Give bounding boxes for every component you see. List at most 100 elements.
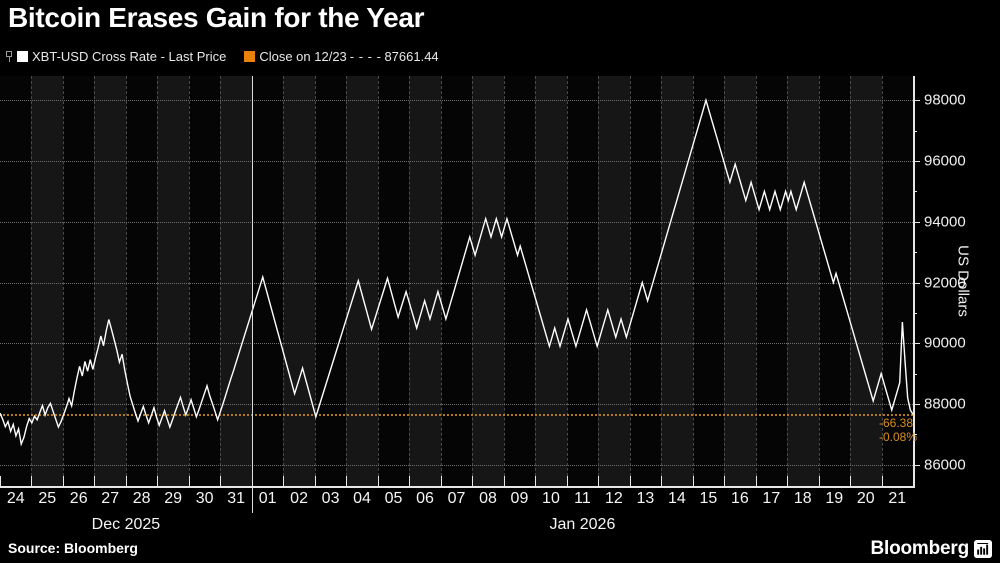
- x-axis-tick: [692, 476, 694, 486]
- horizontal-gridline: [0, 161, 913, 163]
- y-axis-minor-tick: [913, 191, 917, 193]
- x-axis-tick-label: 05: [384, 490, 403, 507]
- vertical-gridline: [283, 76, 285, 486]
- chart-plot-area: [0, 76, 913, 486]
- day-band: [472, 76, 504, 486]
- x-axis-tick: [125, 476, 127, 486]
- x-axis-tick-label: 07: [447, 490, 466, 507]
- x-axis-tick: [755, 476, 757, 486]
- legend-value-reference: 87661.44: [384, 48, 439, 64]
- vertical-gridline: [377, 76, 379, 486]
- y-axis-minor-tick: [913, 434, 917, 436]
- horizontal-gridline: [0, 464, 913, 466]
- y-axis-tick: [913, 343, 920, 345]
- x-axis-tick-label: 19: [825, 490, 844, 507]
- vertical-gridline: [535, 76, 537, 486]
- vertical-gridline: [94, 76, 96, 486]
- last-price-callout: -66.38 -0.08%: [879, 416, 917, 444]
- day-band: [724, 76, 756, 486]
- vertical-gridline: [440, 76, 442, 486]
- x-axis-tick-label: 01: [258, 490, 277, 507]
- y-axis-tick-label: 86000: [924, 456, 966, 474]
- x-axis-tick-label: 08: [479, 490, 497, 507]
- x-axis-tick: [472, 476, 474, 486]
- y-axis-minor-tick: [913, 252, 917, 254]
- x-axis-tick: [818, 476, 820, 486]
- day-band: [346, 76, 378, 486]
- vertical-gridline: [850, 76, 852, 486]
- source-label: Source: Bloomberg: [8, 540, 138, 556]
- day-band: [598, 76, 630, 486]
- x-axis-tick-label: 28: [132, 490, 151, 507]
- x-axis-tick-label: 12: [605, 490, 623, 507]
- vertical-gridline: [598, 76, 600, 486]
- y-axis-minor-tick: [913, 373, 917, 375]
- legend-swatch-white: [17, 50, 28, 62]
- x-axis-month-label: Dec 2025: [91, 516, 161, 533]
- x-axis-tick: [346, 476, 348, 486]
- x-axis-tick: [913, 476, 914, 486]
- brand-text: Bloomberg: [870, 538, 970, 559]
- vertical-gridline: [503, 76, 505, 486]
- chart-header: Bitcoin Erases Gain for the Year XBT-USD…: [0, 0, 1000, 72]
- x-axis-tick: [31, 476, 33, 486]
- day-band: [409, 76, 441, 486]
- x-axis-tick: [566, 476, 568, 486]
- vertical-gridline: [566, 76, 568, 486]
- x-axis-tick-label: 13: [636, 490, 655, 507]
- chart-legend: XBT-USD Cross Rate - Last Price Close on…: [6, 46, 439, 66]
- x-axis-tick: [787, 476, 789, 486]
- day-band: [31, 76, 63, 486]
- y-axis-tick-label: 88000: [924, 395, 966, 413]
- x-axis-tick: [188, 476, 190, 486]
- x-axis-tick: [157, 476, 159, 486]
- vertical-gridline: [472, 76, 474, 486]
- vertical-gridline: [409, 76, 411, 486]
- month-divider: [251, 76, 253, 513]
- x-axis-tick-label: 20: [856, 490, 875, 507]
- y-axis-tick-label: 98000: [924, 91, 966, 109]
- legend-swatch-orange: [244, 50, 256, 62]
- day-band: [283, 76, 315, 486]
- x-axis-tick: [598, 476, 600, 486]
- vertical-gridline: [629, 76, 631, 486]
- x-axis-tick-label: 30: [195, 490, 214, 507]
- x-axis-tick: [314, 476, 316, 486]
- horizontal-gridline: [0, 404, 913, 405]
- day-band: [535, 76, 567, 486]
- legend-dash: - - - -: [349, 48, 382, 64]
- vertical-gridline: [157, 76, 159, 486]
- page-title: Bitcoin Erases Gain for the Year: [8, 2, 425, 33]
- legend-item-series[interactable]: XBT-USD Cross Rate - Last Price: [6, 50, 226, 63]
- bloomberg-brand: Bloomberg: [871, 538, 992, 560]
- x-axis-tick-label: 10: [542, 490, 560, 507]
- y-axis-tick: [913, 464, 920, 466]
- vertical-gridline: [62, 76, 64, 486]
- vertical-gridline: [881, 76, 883, 486]
- y-axis-tick: [913, 161, 920, 163]
- x-axis-line: [0, 486, 915, 488]
- y-axis-tick-label: 90000: [924, 334, 966, 352]
- x-axis-tick-label: 04: [353, 490, 371, 507]
- x-axis-tick-label: 24: [6, 490, 25, 507]
- x-axis-tick: [220, 476, 222, 486]
- legend-item-reference[interactable]: Close on 12/23 - - - - 87661.44: [244, 48, 439, 64]
- x-axis-tick: [535, 476, 537, 486]
- x-axis-tick-label: 17: [762, 490, 781, 507]
- x-axis-tick-label: 25: [38, 490, 57, 507]
- price-series: [0, 97, 913, 447]
- vertical-gridline: [346, 76, 348, 486]
- x-axis-tick: [724, 476, 726, 486]
- x-axis-tick: [850, 476, 852, 486]
- day-band: [661, 76, 693, 486]
- horizontal-gridline: [0, 100, 913, 102]
- x-axis-tick-label: 18: [793, 490, 812, 507]
- vertical-gridline: [125, 76, 127, 486]
- x-axis-tick-label: 14: [667, 490, 686, 507]
- x-axis-tick: [251, 476, 253, 486]
- x-axis-tick: [94, 476, 96, 486]
- vertical-gridline: [661, 76, 663, 486]
- x-axis-tick-label: 29: [164, 490, 183, 507]
- horizontal-gridline: [0, 343, 913, 345]
- x-axis-tick-label: 26: [69, 490, 88, 507]
